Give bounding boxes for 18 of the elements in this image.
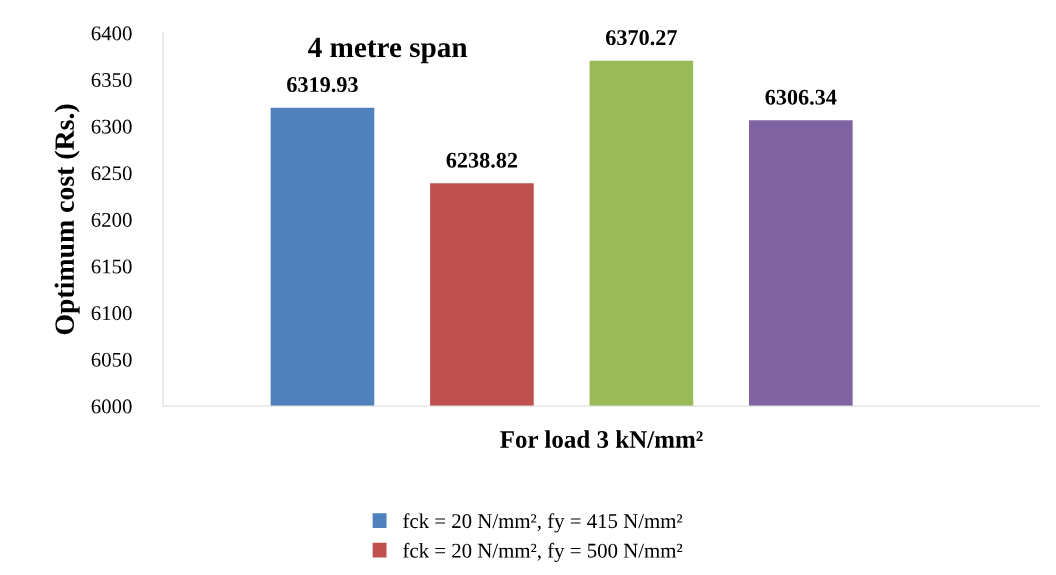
y-tick-label: 6150 xyxy=(91,259,132,274)
y-tick-label: 6250 xyxy=(91,166,132,181)
y-tick-label: 6300 xyxy=(91,119,132,134)
legend-label: fck = 20 N/mm², fy = 415 N/mm² xyxy=(403,513,683,533)
data-label: 6319.93 xyxy=(287,77,358,93)
y-tick-label: 6050 xyxy=(91,352,132,367)
y-tick-label: 6100 xyxy=(91,306,132,321)
chart-title: 4 metre span xyxy=(308,37,468,64)
data-label: 6306.34 xyxy=(765,89,837,105)
data-label: 6370.27 xyxy=(606,30,677,46)
y-tick-label: 6400 xyxy=(91,26,132,41)
y-tick-label: 6200 xyxy=(91,212,132,227)
data-label: 6238.82 xyxy=(446,152,518,168)
y-tick-label: 6350 xyxy=(91,73,132,88)
y-axis-title: Optimum cost (Rs.) xyxy=(54,104,80,335)
x-axis-title: For load 3 kN/mm² xyxy=(500,430,703,448)
y-tick-label: 6000 xyxy=(91,399,132,414)
legend-label: fck = 20 N/mm², fy = 500 N/mm² xyxy=(403,542,683,562)
